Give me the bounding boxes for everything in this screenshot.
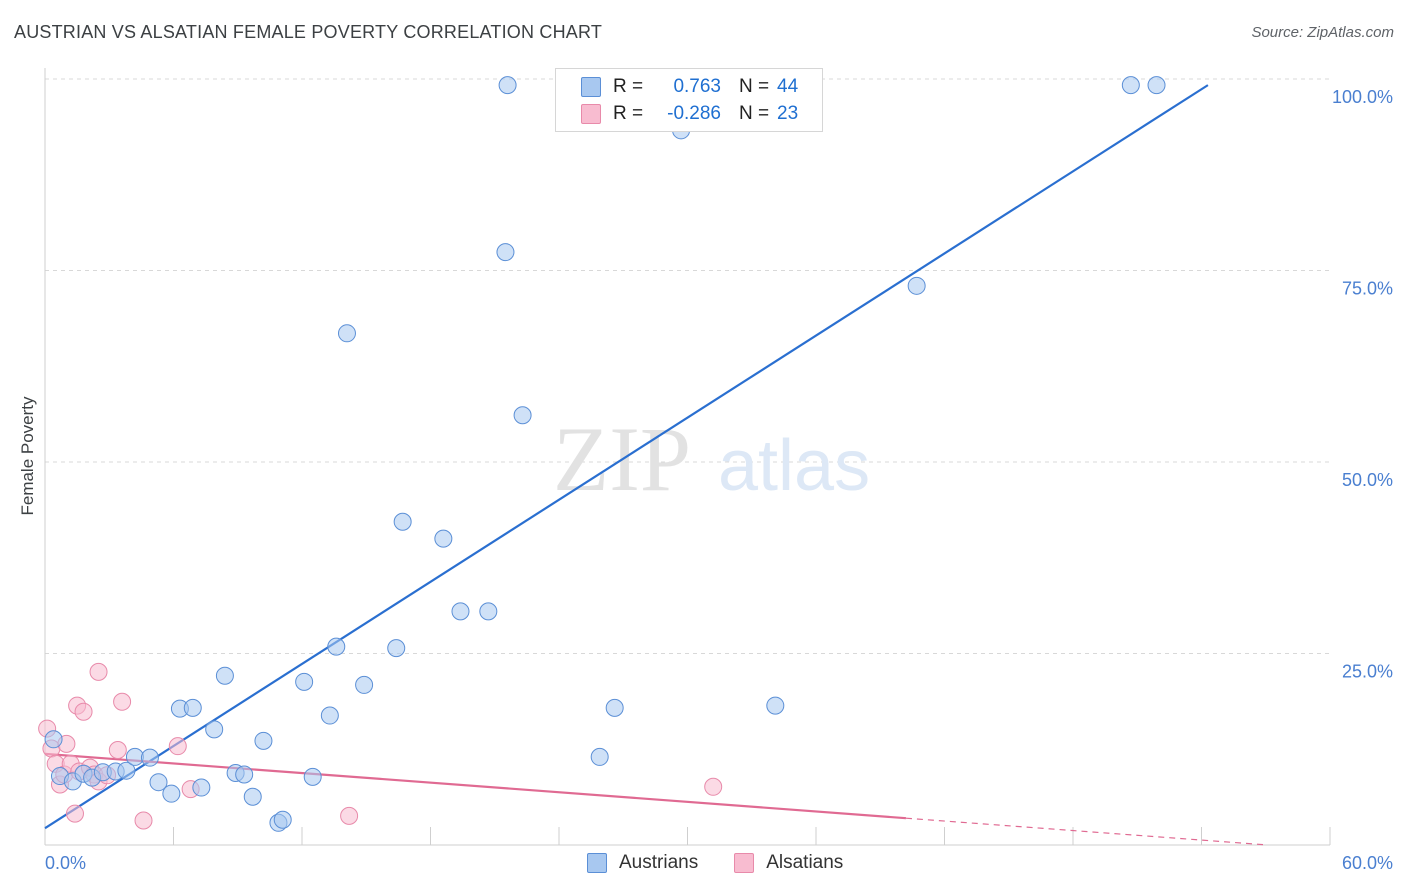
austrians-point [192, 778, 211, 797]
alsatians-point [108, 741, 127, 760]
alsatians-trend-extension [905, 817, 1268, 846]
austrians-point [205, 720, 224, 739]
y-tick-label: 75.0% [1342, 279, 1393, 299]
austrians-point [1147, 76, 1166, 95]
series-legend: Austrians Alsatians [587, 852, 879, 874]
alsatians-point [704, 777, 723, 796]
austrians-point [243, 787, 262, 806]
austrians-point [44, 730, 63, 749]
grid-layer [45, 78, 1330, 654]
x-tick-label: 0.0% [45, 853, 86, 873]
austrians-point [273, 810, 292, 829]
austrians-point [355, 675, 374, 694]
correlation-legend: R = 0.763 N = 44 R = -0.286 N = 23 [555, 68, 823, 132]
austrians-point [125, 747, 144, 766]
r-label: R = [613, 103, 644, 124]
austrians-trend-line [44, 84, 1209, 830]
alsatians-point [74, 702, 93, 721]
austrians-point [590, 747, 609, 766]
austrians-point [393, 512, 412, 531]
austrians-point [215, 666, 234, 685]
legend-row-alsatians: R = -0.286 N = 23 [581, 101, 798, 127]
alsatians-swatch [734, 853, 755, 873]
n-value: 44 [777, 76, 799, 97]
r-value: 0.763 [673, 76, 721, 97]
austrians-point [117, 761, 136, 780]
alsatians-label: Alsatians [766, 852, 844, 873]
austrians-point [434, 529, 453, 548]
r-label: R = [613, 76, 644, 97]
legend-item-austrians[interactable]: Austrians [587, 852, 698, 874]
austrians-point [149, 773, 168, 792]
austrians-label: Austrians [619, 852, 699, 873]
y-tick-label: 50.0% [1342, 470, 1393, 490]
austrians-point [907, 276, 926, 295]
alsatians-point [113, 692, 132, 711]
alsatians-point [134, 811, 153, 830]
austrians-point [496, 243, 515, 262]
source-label: Source: ZipAtlas.com [1251, 24, 1394, 41]
austrians-point [183, 698, 202, 717]
austrians-swatch [587, 853, 607, 873]
alsatians-swatch [581, 104, 601, 124]
austrians-point [140, 748, 159, 767]
austrians-point [498, 76, 517, 95]
alsatians-point [340, 806, 359, 825]
austrians-point [235, 765, 254, 784]
legend-row-austrians: R = 0.763 N = 44 [581, 74, 798, 100]
austrians-point [479, 602, 498, 621]
x-tick-label: 60.0% [1342, 853, 1393, 873]
tick-label-layer: 100.0% 75.0% 50.0% 25.0% 0.0% 60.0% [45, 87, 1393, 873]
chart-title: AUSTRIAN VS ALSATIAN FEMALE POVERTY CORR… [14, 22, 603, 42]
y-tick-label: 100.0% [1332, 87, 1393, 107]
austrians-point [451, 602, 470, 621]
alsatians-point [168, 737, 187, 756]
y-tick-label: 25.0% [1342, 662, 1393, 682]
n-label: N = [739, 103, 770, 124]
austrians-point [513, 406, 532, 425]
austrians-point [295, 672, 314, 691]
austrians-point [320, 706, 339, 725]
austrians-point [766, 696, 785, 715]
austrians-point [605, 698, 624, 717]
alsatians-trend-line [44, 752, 907, 820]
austrians-point [327, 637, 346, 656]
watermark: ZIP atlas [553, 408, 870, 510]
axis-layer [44, 68, 1331, 846]
austrians-point [254, 731, 273, 750]
austrians-point [1121, 76, 1140, 95]
austrians-point [387, 639, 406, 658]
alsatians-point [65, 804, 84, 823]
r-value: -0.286 [667, 103, 721, 124]
trend-layer [44, 84, 1268, 846]
watermark-atlas: atlas [718, 426, 870, 506]
austrians-point [337, 324, 356, 343]
n-label: N = [739, 76, 770, 97]
alsatians-point [89, 662, 108, 681]
legend-item-alsatians[interactable]: Alsatians [734, 852, 843, 874]
austrians-point [162, 784, 181, 803]
point-layer [38, 76, 1166, 832]
austrians-point [303, 767, 322, 786]
austrians-swatch [581, 77, 601, 97]
n-value: 23 [777, 103, 799, 124]
